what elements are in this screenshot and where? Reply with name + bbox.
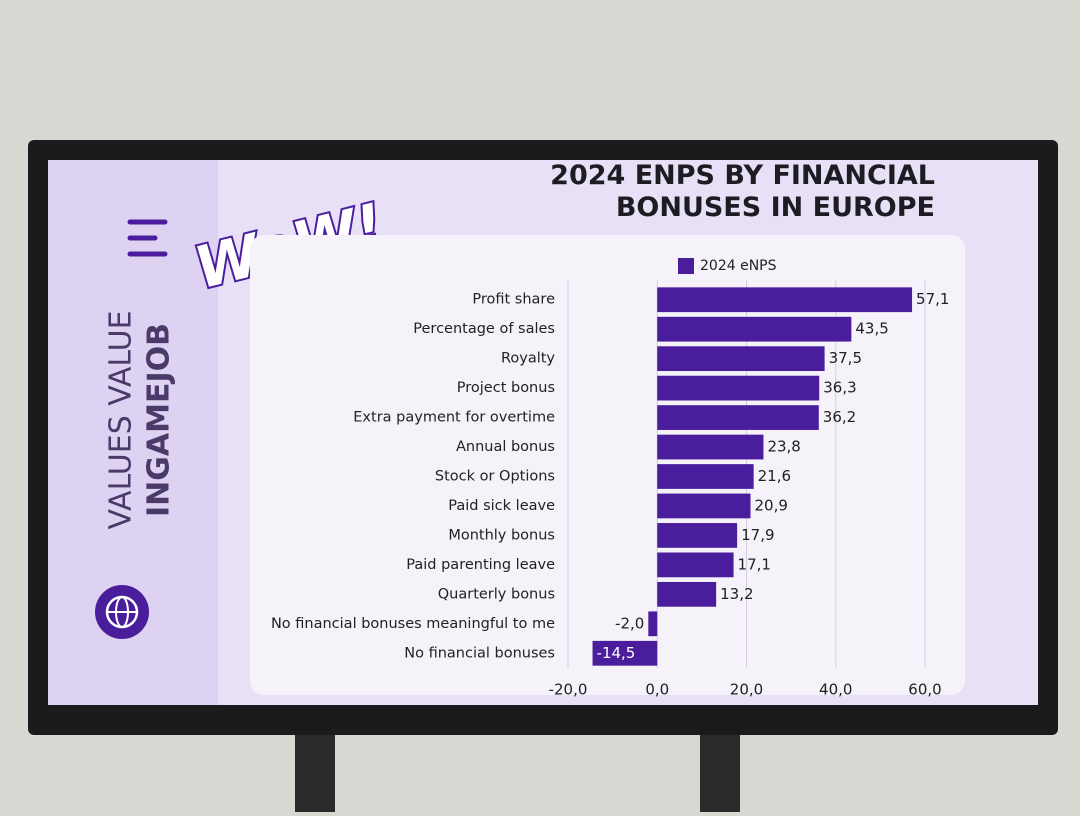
value-label: -2,0	[615, 614, 644, 632]
y-tick-label: No financial bonuses	[404, 645, 555, 661]
x-tick-label: 60,0	[908, 681, 941, 699]
value-label: 17,9	[741, 526, 774, 544]
bar	[657, 316, 852, 342]
value-label: -14,5	[597, 644, 636, 662]
value-label: 57,1	[916, 290, 949, 308]
value-label: 20,9	[755, 496, 788, 514]
y-tick-label: Quarterly bonus	[438, 586, 555, 602]
x-tick-label: 20,0	[730, 681, 763, 699]
y-tick-label: Project bonus	[457, 380, 555, 396]
bar	[657, 375, 820, 401]
bar	[657, 287, 913, 313]
legend-swatch	[678, 258, 694, 274]
x-tick-label: -20,0	[549, 681, 588, 699]
globe-icon	[95, 585, 149, 639]
bar	[657, 405, 819, 430]
y-tick-label: Percentage of sales	[413, 321, 555, 337]
value-label: 23,8	[767, 438, 800, 456]
legend-label: 2024 eNPS	[700, 258, 777, 274]
value-label: 17,1	[738, 555, 771, 573]
bar	[657, 434, 764, 460]
side-brand: INGAMEJOB	[142, 323, 177, 517]
bar	[648, 611, 658, 637]
chart-title: 2024 ENPS BY FINANCIAL BONUSES IN EUROPE	[550, 160, 935, 223]
bar	[657, 523, 738, 548]
y-tick-label: No financial bonuses meaningful to me	[271, 616, 555, 632]
y-tick-label: Monthly bonus	[448, 527, 555, 543]
value-label: 43,5	[855, 320, 888, 338]
bar	[657, 581, 717, 607]
bar	[657, 552, 734, 578]
value-label: 37,5	[829, 349, 862, 367]
y-tick-label: Paid parenting leave	[406, 557, 555, 573]
x-tick-label: 40,0	[819, 681, 852, 699]
x-tick-label: 0,0	[645, 681, 669, 699]
y-tick-label: Paid sick leave	[448, 498, 555, 514]
bar	[657, 464, 754, 489]
value-label: 36,2	[823, 408, 856, 426]
value-label: 21,6	[758, 467, 791, 485]
y-tick-label: Profit share	[472, 292, 555, 308]
value-label: 13,2	[720, 585, 753, 603]
y-tick-label: Royalty	[501, 351, 555, 367]
title-box: 2024 ENPS BY FINANCIAL BONUSES IN EUROPE	[550, 160, 935, 223]
side-text: VALUES VALUE	[104, 310, 139, 529]
y-tick-label: Stock or Options	[435, 469, 555, 485]
y-tick-label: Extra payment for overtime	[353, 410, 555, 426]
y-tick-label: Annual bonus	[456, 439, 555, 455]
menu-icon	[127, 219, 168, 257]
value-label: 36,3	[823, 379, 856, 397]
bar	[657, 346, 825, 372]
bar	[592, 640, 658, 666]
bar	[657, 493, 751, 519]
